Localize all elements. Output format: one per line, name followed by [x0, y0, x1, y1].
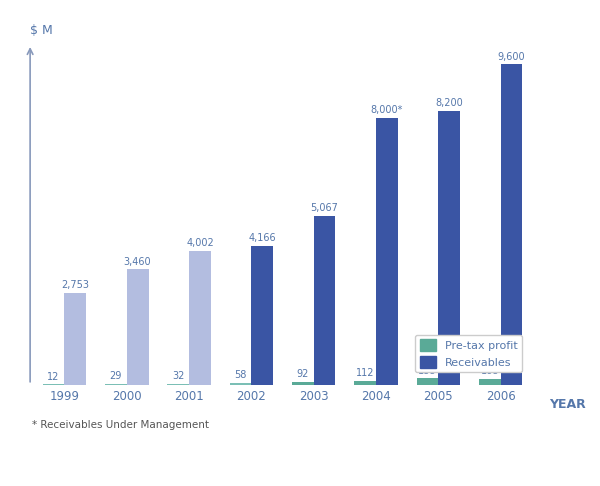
Text: 188: 188	[418, 366, 437, 376]
Bar	[500, 64, 523, 385]
Bar	[230, 383, 251, 385]
Bar	[376, 118, 398, 385]
Text: 9,600: 9,600	[498, 52, 526, 62]
Text: 3,460: 3,460	[124, 257, 151, 266]
Bar	[167, 383, 189, 385]
Text: 2,753: 2,753	[61, 280, 89, 290]
Text: 4,002: 4,002	[186, 239, 214, 248]
Bar	[479, 379, 500, 385]
Text: YEAR: YEAR	[549, 398, 586, 411]
Text: 32: 32	[172, 371, 184, 381]
Text: $ M: $ M	[30, 24, 53, 37]
Bar	[189, 251, 211, 385]
Text: * Receivables Under Management: * Receivables Under Management	[32, 420, 209, 430]
Bar	[127, 269, 149, 385]
Bar	[64, 293, 86, 385]
Text: 4,166: 4,166	[248, 233, 276, 243]
Bar	[105, 384, 127, 385]
Bar	[416, 379, 439, 385]
Text: 5,067: 5,067	[311, 203, 338, 213]
Text: 29: 29	[110, 371, 122, 381]
Bar	[251, 245, 273, 385]
Legend: Pre-tax profit, Receivables: Pre-tax profit, Receivables	[415, 335, 522, 372]
Bar	[354, 381, 376, 385]
Text: 58: 58	[234, 370, 247, 380]
Bar	[439, 111, 460, 385]
Bar	[292, 382, 314, 385]
Text: 8,000*: 8,000*	[371, 105, 403, 115]
Bar	[314, 215, 335, 385]
Text: 12: 12	[47, 372, 59, 382]
Text: 168: 168	[481, 366, 499, 377]
Text: 92: 92	[296, 369, 309, 379]
Text: 112: 112	[356, 368, 374, 378]
Text: 8,200: 8,200	[436, 98, 463, 108]
